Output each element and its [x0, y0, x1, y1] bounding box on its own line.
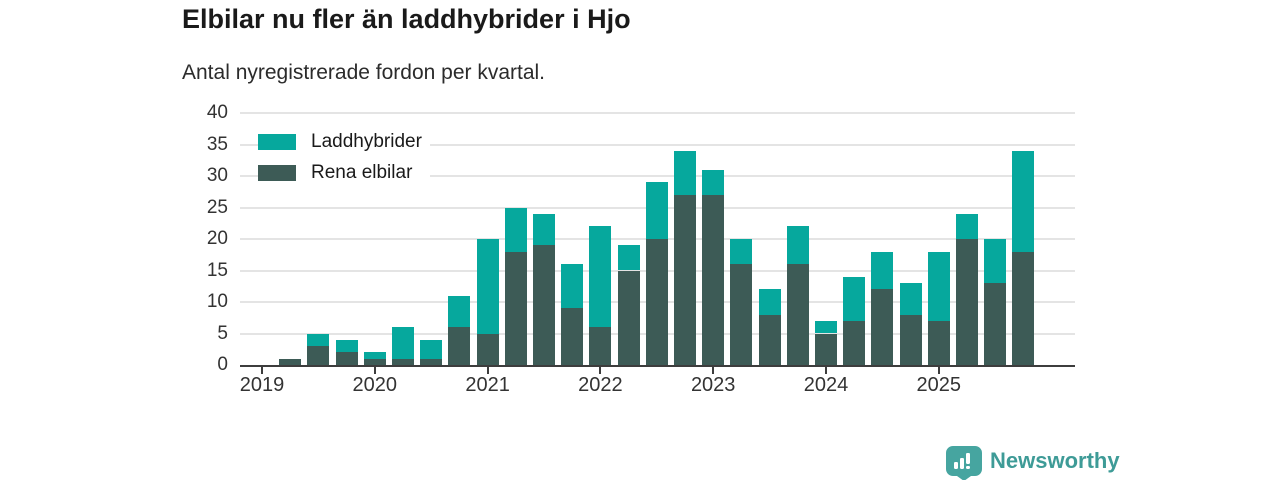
y-axis-label: 25: [176, 198, 228, 218]
x-axis-tick: [712, 367, 714, 374]
bar-segment-laddhybrider: [448, 296, 470, 328]
bar-segment-laddhybrider: [787, 226, 809, 264]
y-axis-label: 20: [176, 229, 228, 249]
bar-segment-rena-elbilar: [871, 289, 893, 365]
x-axis-tick: [374, 367, 376, 374]
bar-segment-rena-elbilar: [956, 239, 978, 365]
bar-segment-rena-elbilar: [505, 252, 527, 365]
chart-card: Elbilar nu fler än laddhybrider i Hjo An…: [0, 0, 1280, 480]
newsworthy-chart-bubble-icon: [946, 446, 982, 480]
legend-label-rena-elbilar: Rena elbilar: [311, 162, 412, 184]
bar-segment-rena-elbilar: [815, 334, 837, 366]
bar-segment-laddhybrider: [392, 327, 414, 359]
x-axis-label: 2020: [335, 374, 415, 397]
bar-segment-rena-elbilar: [702, 195, 724, 365]
legend-item-laddhybrider: Laddhybrider: [258, 131, 430, 153]
y-axis-label: 10: [176, 292, 228, 312]
legend-item-rena-elbilar: Rena elbilar: [258, 162, 430, 184]
bar-segment-laddhybrider: [533, 214, 555, 246]
bar-segment-rena-elbilar: [561, 308, 583, 365]
y-axis-label: 15: [176, 261, 228, 281]
bar-segment-laddhybrider: [730, 239, 752, 264]
bar-segment-laddhybrider: [1012, 151, 1034, 252]
bar-segment-laddhybrider: [646, 182, 668, 239]
bar-segment-laddhybrider: [759, 289, 781, 314]
bar-segment-rena-elbilar: [843, 321, 865, 365]
bar-segment-rena-elbilar: [589, 327, 611, 365]
bar-segment-laddhybrider: [900, 283, 922, 315]
legend-label-laddhybrider: Laddhybrider: [311, 131, 422, 153]
legend-swatch-laddhybrider: [258, 134, 296, 150]
x-axis-tick: [599, 367, 601, 374]
legend: Laddhybrider Rena elbilar: [258, 131, 430, 193]
x-axis-label: 2021: [448, 374, 528, 397]
y-axis-label: 35: [176, 135, 228, 155]
bar-segment-laddhybrider: [618, 245, 640, 270]
bar-segment-rena-elbilar: [646, 239, 668, 365]
bar-segment-rena-elbilar: [307, 346, 329, 365]
x-axis-label: 2019: [222, 374, 302, 397]
bar-segment-laddhybrider: [928, 252, 950, 321]
bar-segment-rena-elbilar: [928, 321, 950, 365]
bar-segment-rena-elbilar: [1012, 252, 1034, 365]
bar-segment-rena-elbilar: [759, 315, 781, 365]
bar-segment-rena-elbilar: [618, 271, 640, 366]
bar-segment-rena-elbilar: [787, 264, 809, 365]
bar-segment-laddhybrider: [674, 151, 696, 195]
x-axis-label: 2022: [560, 374, 640, 397]
x-axis-label: 2025: [899, 374, 979, 397]
bar-segment-rena-elbilar: [448, 327, 470, 365]
bar-segment-laddhybrider: [871, 252, 893, 290]
newsworthy-logo: Newsworthy: [946, 446, 1120, 480]
bar-segment-rena-elbilar: [674, 195, 696, 365]
x-axis-line: [240, 365, 1075, 367]
legend-swatch-rena-elbilar: [258, 165, 296, 181]
bar-segment-laddhybrider: [420, 340, 442, 359]
bar-segment-rena-elbilar: [984, 283, 1006, 365]
bar-segment-laddhybrider: [843, 277, 865, 321]
x-axis-tick: [487, 367, 489, 374]
x-axis-tick: [938, 367, 940, 374]
y-axis-label: 30: [176, 166, 228, 186]
y-axis-label: 5: [176, 324, 228, 344]
bar-segment-rena-elbilar: [336, 352, 358, 365]
x-axis-tick: [261, 367, 263, 374]
bar-segment-rena-elbilar: [533, 245, 555, 365]
bar-segment-laddhybrider: [364, 352, 386, 358]
x-axis-label: 2023: [673, 374, 753, 397]
bar-segment-laddhybrider: [561, 264, 583, 308]
gridline: [240, 112, 1075, 114]
bar-segment-rena-elbilar: [477, 334, 499, 366]
bar-segment-laddhybrider: [815, 321, 837, 334]
newsworthy-logo-text: Newsworthy: [990, 446, 1120, 476]
bar-segment-laddhybrider: [477, 239, 499, 334]
bar-segment-laddhybrider: [956, 214, 978, 239]
plot-area: 0510152025303540201920202021202220232024…: [0, 0, 1280, 480]
bar-segment-laddhybrider: [984, 239, 1006, 283]
x-axis-tick: [825, 367, 827, 374]
bar-segment-laddhybrider: [307, 334, 329, 347]
bar-segment-laddhybrider: [702, 170, 724, 195]
y-axis-label: 0: [176, 355, 228, 375]
bar-segment-laddhybrider: [336, 340, 358, 353]
bar-segment-laddhybrider: [589, 226, 611, 327]
bar-segment-rena-elbilar: [900, 315, 922, 365]
x-axis-label: 2024: [786, 374, 866, 397]
bar-segment-laddhybrider: [505, 208, 527, 252]
y-axis-label: 40: [176, 103, 228, 123]
bar-segment-rena-elbilar: [730, 264, 752, 365]
